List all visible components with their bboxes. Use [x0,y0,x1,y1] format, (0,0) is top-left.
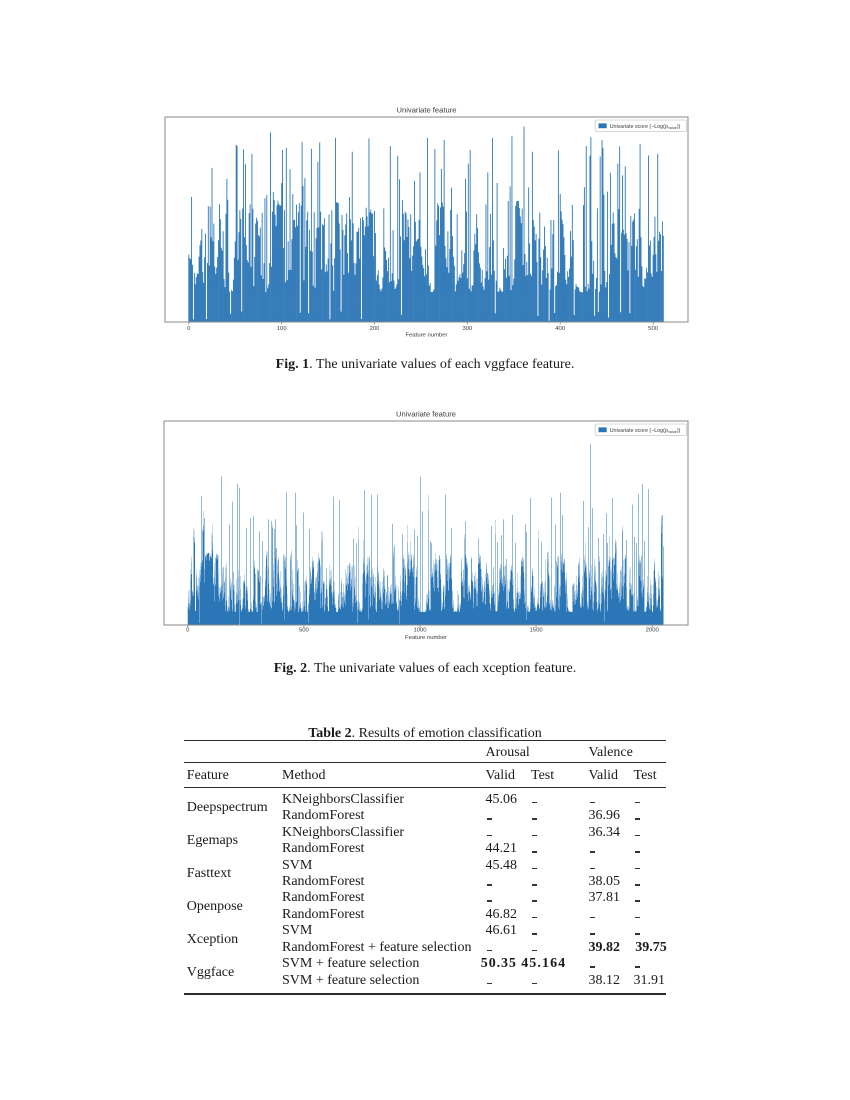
svg-text:200: 200 [370,326,381,332]
svg-text:1000: 1000 [413,628,427,634]
svg-text:500: 500 [299,628,310,634]
svg-text:500: 500 [648,326,659,332]
svg-text:Feature number: Feature number [406,333,448,339]
svg-text:Univariate score (−Log(pvalue): Univariate score (−Log(pvalue)) [610,428,681,434]
svg-text:Univariate score (−Log(pvalue): Univariate score (−Log(pvalue)) [610,124,681,130]
svg-text:Univariate feature: Univariate feature [397,106,457,115]
svg-text:1500: 1500 [530,628,544,634]
svg-text:Univariate feature: Univariate feature [396,410,456,419]
svg-text:400: 400 [555,326,566,332]
svg-text:0: 0 [186,628,190,634]
svg-text:0: 0 [187,326,191,332]
svg-text:300: 300 [462,326,473,332]
svg-text:Feature number: Feature number [405,635,447,641]
svg-text:2000: 2000 [646,628,660,634]
svg-text:100: 100 [277,326,288,332]
